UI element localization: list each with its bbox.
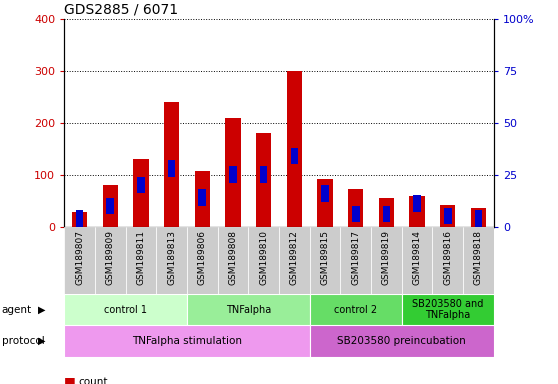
Bar bbox=[310, 294, 402, 325]
Text: GSM189806: GSM189806 bbox=[198, 230, 207, 285]
Bar bbox=[475, 210, 482, 227]
Bar bbox=[348, 189, 363, 227]
Text: GSM189808: GSM189808 bbox=[228, 230, 238, 285]
Bar bbox=[187, 294, 310, 325]
Text: GSM189812: GSM189812 bbox=[290, 230, 299, 285]
Bar bbox=[64, 294, 187, 325]
Bar bbox=[199, 189, 206, 206]
Bar bbox=[402, 227, 432, 294]
Bar bbox=[248, 227, 279, 294]
Text: ▶: ▶ bbox=[38, 305, 45, 314]
Text: GSM189811: GSM189811 bbox=[136, 230, 146, 285]
Bar bbox=[379, 198, 394, 227]
Bar bbox=[229, 166, 237, 183]
Text: TNFalpha: TNFalpha bbox=[225, 305, 271, 314]
Bar bbox=[321, 185, 329, 202]
Bar bbox=[310, 227, 340, 294]
Bar bbox=[410, 197, 425, 227]
Bar bbox=[444, 208, 451, 225]
Bar bbox=[287, 71, 302, 227]
Text: agent: agent bbox=[2, 305, 32, 314]
Text: control 1: control 1 bbox=[104, 305, 147, 314]
Bar bbox=[126, 227, 156, 294]
Bar bbox=[291, 148, 298, 164]
Text: protocol: protocol bbox=[2, 336, 45, 346]
Text: ■: ■ bbox=[64, 375, 76, 384]
Text: GSM189818: GSM189818 bbox=[474, 230, 483, 285]
Text: SB203580 and
TNFalpha: SB203580 and TNFalpha bbox=[412, 299, 483, 320]
Bar bbox=[64, 325, 310, 357]
Text: GSM189819: GSM189819 bbox=[382, 230, 391, 285]
Bar bbox=[260, 166, 267, 183]
Bar bbox=[168, 160, 175, 177]
Text: GDS2885 / 6071: GDS2885 / 6071 bbox=[64, 3, 179, 17]
Bar bbox=[103, 185, 118, 227]
Bar bbox=[225, 118, 240, 227]
Bar bbox=[133, 159, 148, 227]
Bar bbox=[371, 227, 402, 294]
Text: GSM189807: GSM189807 bbox=[75, 230, 84, 285]
Bar bbox=[402, 294, 494, 325]
Text: GSM189816: GSM189816 bbox=[443, 230, 453, 285]
Bar bbox=[340, 227, 371, 294]
Bar bbox=[95, 227, 126, 294]
Bar bbox=[318, 179, 333, 227]
Bar bbox=[137, 177, 145, 194]
Bar bbox=[310, 325, 494, 357]
Bar bbox=[195, 170, 210, 227]
Bar bbox=[164, 102, 179, 227]
Text: TNFalpha stimulation: TNFalpha stimulation bbox=[132, 336, 242, 346]
Text: GSM189814: GSM189814 bbox=[412, 230, 422, 285]
Text: GSM189815: GSM189815 bbox=[320, 230, 330, 285]
Bar bbox=[72, 212, 87, 227]
Bar bbox=[187, 227, 218, 294]
Bar bbox=[463, 227, 494, 294]
Bar bbox=[413, 195, 421, 212]
Bar bbox=[256, 133, 271, 227]
Bar bbox=[432, 227, 463, 294]
Bar bbox=[279, 227, 310, 294]
Bar bbox=[440, 205, 455, 227]
Text: control 2: control 2 bbox=[334, 305, 377, 314]
Bar bbox=[218, 227, 248, 294]
Bar bbox=[64, 227, 95, 294]
Text: ▶: ▶ bbox=[38, 336, 45, 346]
Text: GSM189809: GSM189809 bbox=[105, 230, 115, 285]
Text: count: count bbox=[78, 377, 108, 384]
Bar bbox=[156, 227, 187, 294]
Text: GSM189813: GSM189813 bbox=[167, 230, 176, 285]
Text: GSM189817: GSM189817 bbox=[351, 230, 360, 285]
Bar bbox=[107, 197, 114, 214]
Text: SB203580 preincubation: SB203580 preincubation bbox=[338, 336, 466, 346]
Bar bbox=[352, 206, 359, 222]
Text: GSM189810: GSM189810 bbox=[259, 230, 268, 285]
Bar bbox=[76, 210, 83, 227]
Bar bbox=[383, 206, 390, 222]
Bar bbox=[471, 209, 486, 227]
